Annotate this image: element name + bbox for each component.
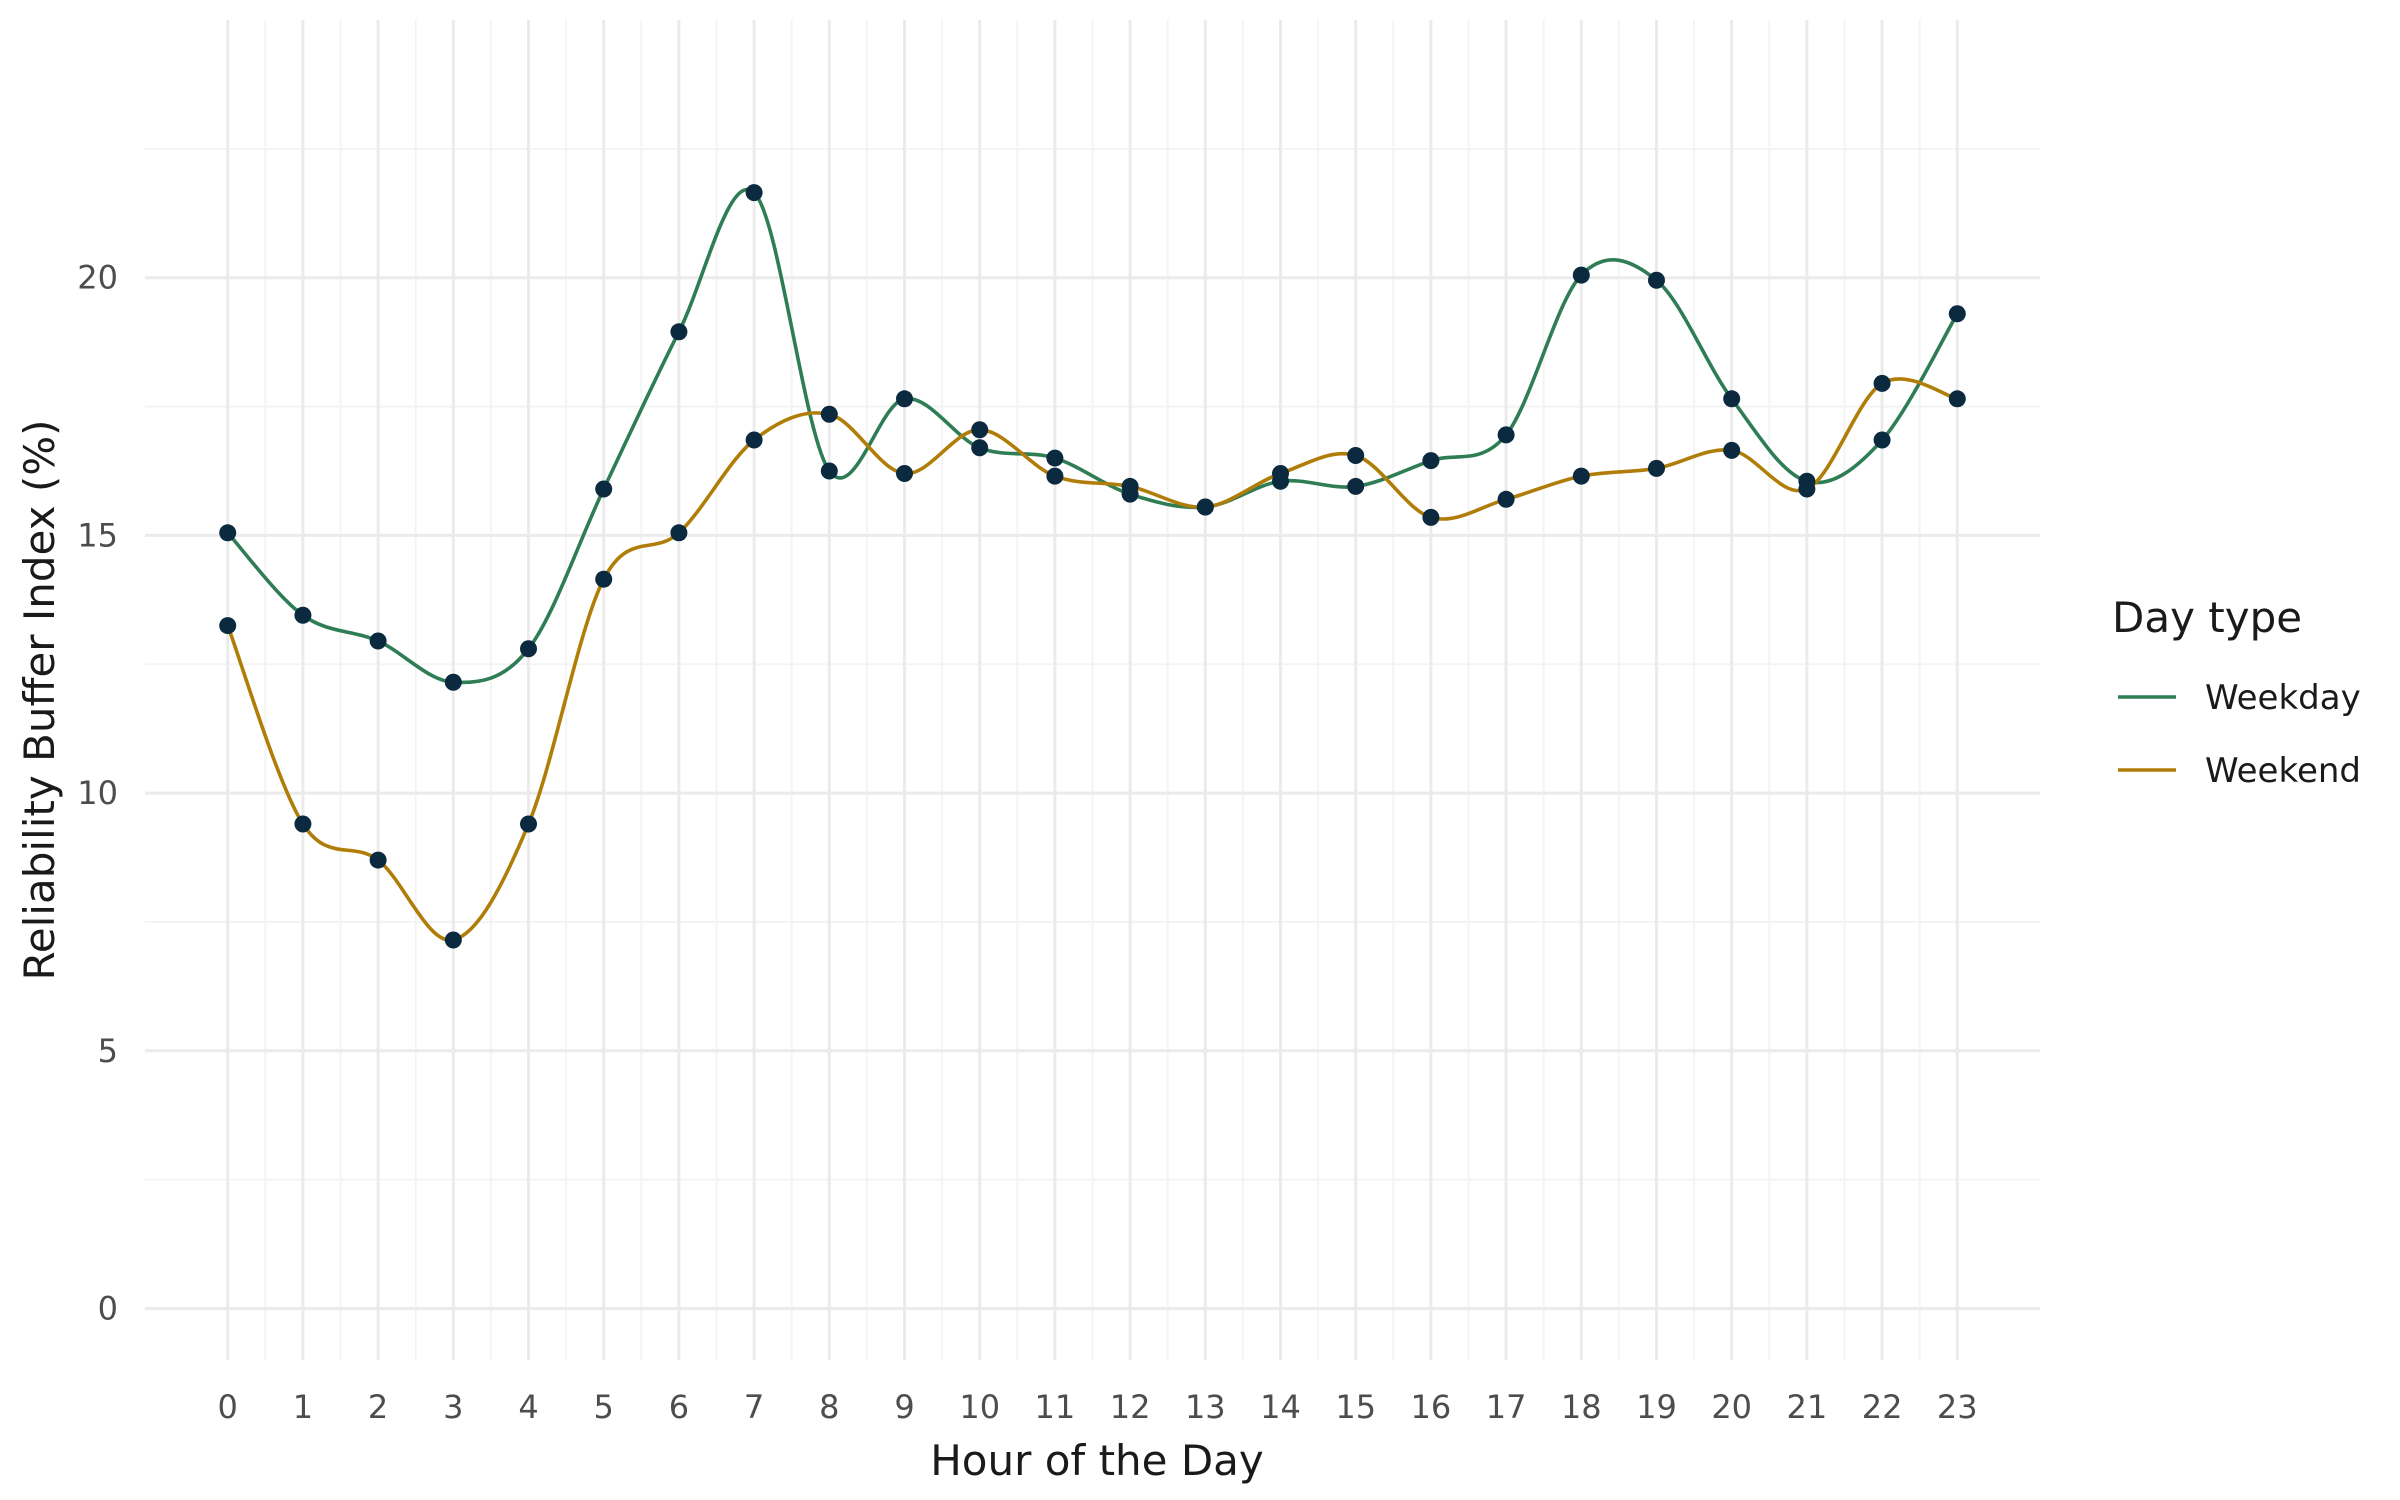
data-point-weekday: [1046, 449, 1064, 467]
data-point-weekday: [294, 606, 312, 624]
x-tick-label: 6: [669, 1388, 689, 1426]
data-point-weekday: [444, 673, 462, 691]
grid-lines: [145, 20, 2040, 1360]
data-point-weekend: [896, 465, 914, 483]
legend-item-weekend: Weekend: [2118, 751, 2361, 791]
data-point-weekend: [1271, 465, 1289, 483]
x-tick-label: 15: [1335, 1388, 1376, 1426]
data-point-weekend: [1497, 490, 1515, 508]
x-tick-label: 22: [1862, 1388, 1903, 1426]
data-point-weekend: [1723, 441, 1741, 459]
x-axis-title: Hour of the Day: [930, 1436, 1264, 1485]
x-axis-ticks: 0 1 2 3 4 5 6 7 8 9 10 11 12 13 14 15 16 17 18 19 20 21 22 23: [218, 1388, 1978, 1426]
data-point-weekday: [520, 640, 538, 658]
x-tick-label: 3: [443, 1388, 463, 1426]
data-point-weekday: [1948, 305, 1966, 323]
x-tick-label: 5: [594, 1388, 614, 1426]
y-tick-label: 20: [77, 259, 118, 297]
data-point-weekday: [1723, 390, 1741, 408]
data-point-weekend: [444, 931, 462, 949]
data-point-weekday: [1572, 266, 1590, 284]
data-point-weekend: [820, 405, 838, 423]
data-point-weekend: [520, 815, 538, 833]
x-tick-label: 12: [1110, 1388, 1151, 1426]
x-tick-label: 8: [819, 1388, 839, 1426]
data-point-weekday: [595, 480, 613, 498]
data-point-weekend: [1798, 480, 1816, 498]
data-point-weekend: [219, 617, 237, 635]
x-tick-label: 14: [1260, 1388, 1301, 1426]
data-point-weekend: [1121, 477, 1139, 495]
data-point-weekday: [1347, 477, 1365, 495]
data-point-weekday: [1422, 452, 1440, 470]
data-point-weekend: [1647, 459, 1665, 477]
data-point-weekday: [745, 184, 763, 202]
y-tick-label: 15: [77, 516, 118, 554]
data-points: [219, 184, 1966, 949]
y-tick-label: 5: [98, 1032, 118, 1070]
data-point-weekend: [595, 570, 613, 588]
x-tick-label: 21: [1787, 1388, 1828, 1426]
legend-item-weekday: Weekday: [2118, 678, 2361, 718]
y-tick-label: 0: [98, 1289, 118, 1327]
x-tick-label: 20: [1711, 1388, 1752, 1426]
x-tick-label: 10: [959, 1388, 1000, 1426]
data-point-weekday: [670, 323, 688, 341]
legend-title: Day type: [2112, 593, 2302, 642]
data-point-weekend: [1948, 390, 1966, 408]
data-point-weekday: [219, 524, 237, 542]
data-point-weekend: [745, 431, 763, 449]
data-point-weekend: [1046, 467, 1064, 485]
x-tick-label: 23: [1937, 1388, 1978, 1426]
legend-label-weekend: Weekend: [2205, 751, 2361, 791]
x-tick-label: 17: [1486, 1388, 1527, 1426]
x-tick-label: 11: [1035, 1388, 1076, 1426]
data-point-weekend: [1422, 508, 1440, 526]
data-point-weekend: [670, 524, 688, 542]
x-tick-label: 1: [293, 1388, 313, 1426]
y-tick-label: 10: [77, 774, 118, 812]
x-tick-label: 4: [518, 1388, 538, 1426]
data-point-weekday: [1497, 426, 1515, 444]
x-tick-label: 7: [744, 1388, 764, 1426]
data-point-weekend: [369, 851, 387, 869]
x-tick-label: 19: [1636, 1388, 1677, 1426]
data-point-weekend: [294, 815, 312, 833]
x-tick-label: 13: [1185, 1388, 1226, 1426]
legend-items: Weekday Weekend: [2118, 678, 2361, 791]
data-point-weekday: [896, 390, 914, 408]
data-point-weekday: [1647, 271, 1665, 289]
data-point-weekday: [971, 439, 989, 457]
data-point-weekend: [971, 421, 989, 439]
y-axis-title: Reliability Buffer Index (%): [15, 419, 64, 980]
data-point-weekend: [1196, 498, 1214, 516]
data-point-weekend: [1572, 467, 1590, 485]
data-point-weekend: [1873, 374, 1891, 392]
legend-label-weekday: Weekday: [2205, 678, 2361, 718]
x-tick-label: 0: [218, 1388, 238, 1426]
x-tick-label: 16: [1411, 1388, 1452, 1426]
data-point-weekday: [369, 632, 387, 650]
x-tick-label: 2: [368, 1388, 388, 1426]
series-line-weekday: [226, 187, 1959, 685]
legend: Day type Weekday Weekend: [2112, 593, 2361, 791]
data-point-weekday: [820, 462, 838, 480]
data-point-weekend: [1347, 447, 1365, 464]
x-tick-label: 9: [894, 1388, 914, 1426]
y-axis-ticks: 0 5 10 15 20: [77, 259, 118, 1328]
data-point-weekday: [1873, 431, 1891, 449]
x-tick-label: 18: [1561, 1388, 1602, 1426]
